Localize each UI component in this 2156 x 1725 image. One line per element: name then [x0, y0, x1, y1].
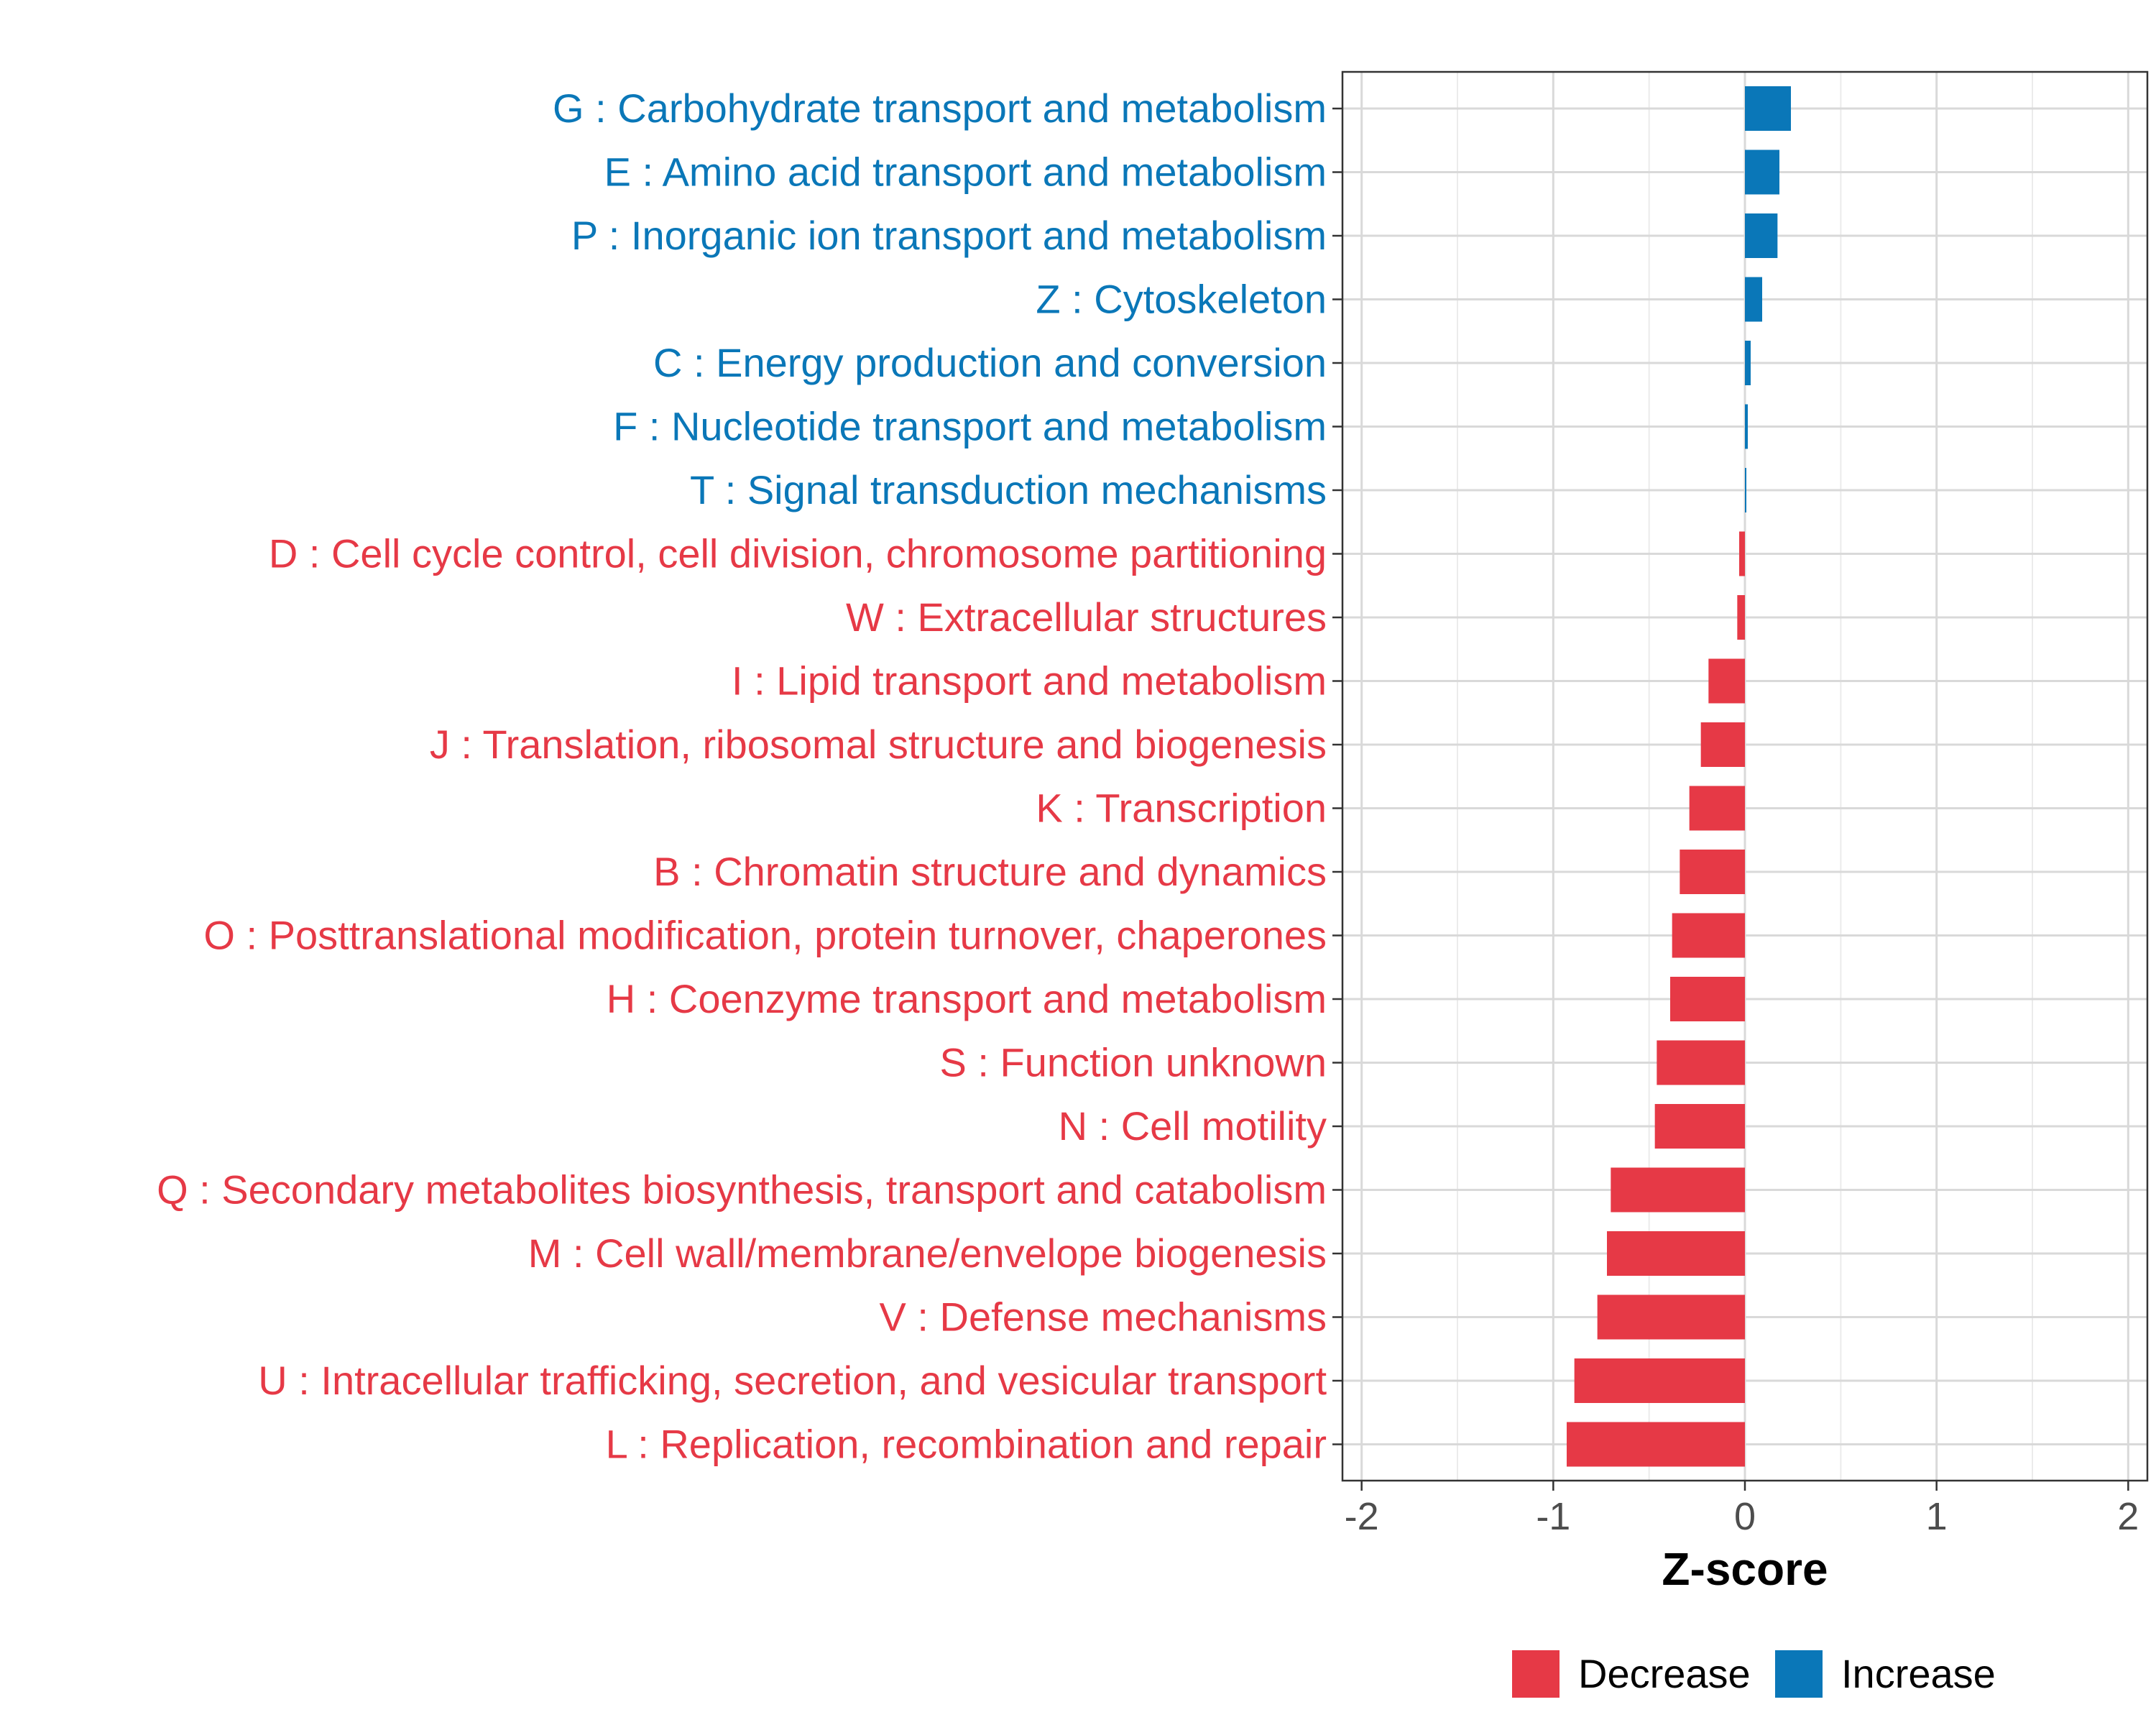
- bar-decrease: [1680, 850, 1745, 894]
- category-label: S : Function unknown: [939, 1040, 1327, 1085]
- bar-increase: [1745, 213, 1778, 258]
- legend-key-increase: [1775, 1650, 1823, 1698]
- category-label: Q : Secondary metabolites biosynthesis, …: [157, 1167, 1327, 1213]
- legend-label-increase: Increase: [1841, 1651, 1996, 1696]
- bar-decrease: [1657, 1040, 1745, 1085]
- category-label: K : Transcription: [1036, 786, 1327, 831]
- category-label: C : Energy production and conversion: [653, 340, 1327, 385]
- bar-decrease: [1567, 1422, 1745, 1467]
- category-label: V : Defense mechanisms: [880, 1294, 1327, 1340]
- category-label: P : Inorganic ion transport and metaboli…: [571, 213, 1327, 258]
- category-label: T : Signal transduction mechanisms: [690, 467, 1327, 512]
- bar-increase: [1745, 468, 1746, 512]
- x-axis-title: Z-score: [1662, 1543, 1828, 1595]
- bar-decrease: [1670, 977, 1745, 1021]
- bar-increase: [1745, 341, 1751, 385]
- x-tick-label: 0: [1734, 1495, 1756, 1538]
- legend: Decrease Increase: [1512, 1650, 1996, 1698]
- category-label: M : Cell wall/membrane/envelope biogenes…: [528, 1230, 1327, 1276]
- category-label: B : Chromatin structure and dynamics: [653, 849, 1327, 894]
- category-label: G : Carbohydrate transport and metabolis…: [553, 86, 1327, 131]
- x-tick-label: -1: [1536, 1495, 1570, 1538]
- category-label: N : Cell motility: [1059, 1103, 1327, 1149]
- bar-decrease: [1700, 722, 1745, 767]
- category-label: U : Intracellular trafficking, secretion…: [258, 1358, 1327, 1403]
- bar-decrease: [1597, 1294, 1745, 1340]
- bar-decrease: [1611, 1167, 1745, 1213]
- bar-decrease: [1574, 1358, 1745, 1403]
- category-label: F : Nucleotide transport and metabolism: [613, 404, 1327, 449]
- bar-decrease: [1708, 658, 1745, 704]
- category-label: Z : Cytoskeleton: [1036, 277, 1327, 322]
- bar-decrease: [1672, 913, 1745, 958]
- bar-increase: [1745, 150, 1779, 195]
- bar-decrease: [1607, 1231, 1745, 1276]
- x-tick-label: 1: [1926, 1495, 1948, 1538]
- x-axis: -2 -1 0 1 2: [1345, 1481, 2139, 1538]
- legend-key-decrease: [1512, 1650, 1560, 1698]
- category-label: E : Amino acid transport and metabolism: [604, 150, 1327, 195]
- bar-increase: [1745, 86, 1791, 131]
- legend-label-decrease: Decrease: [1578, 1651, 1751, 1696]
- y-axis: G : Carbohydrate transport and metabolis…: [157, 86, 1342, 1467]
- bar-decrease: [1654, 1104, 1745, 1149]
- category-label: I : Lipid transport and metabolism: [732, 658, 1327, 704]
- bars-layer: [1567, 86, 1791, 1467]
- bar-decrease: [1737, 595, 1745, 640]
- category-label: O : Posttranslational modification, prot…: [203, 913, 1327, 958]
- category-label: D : Cell cycle control, cell division, c…: [269, 531, 1327, 576]
- category-label: J : Translation, ribosomal structure and…: [430, 722, 1327, 767]
- bar-increase: [1745, 404, 1748, 449]
- x-tick-label: 2: [2117, 1495, 2139, 1538]
- category-label: W : Extracellular structures: [846, 594, 1327, 640]
- x-tick-label: -2: [1345, 1495, 1379, 1538]
- bar-increase: [1745, 277, 1762, 322]
- bar-decrease: [1739, 531, 1745, 576]
- bar-decrease: [1689, 786, 1745, 831]
- category-label: H : Coenzyme transport and metabolism: [607, 976, 1327, 1021]
- category-label: L : Replication, recombination and repai…: [606, 1422, 1327, 1467]
